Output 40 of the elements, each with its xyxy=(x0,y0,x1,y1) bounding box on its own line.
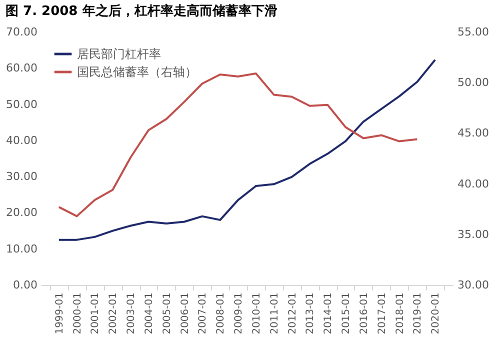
line-series xyxy=(58,58,436,241)
x-tick-label: 2007-01 xyxy=(198,292,209,334)
x-tick-label: 2009-01 xyxy=(234,292,245,334)
x-tick-label: 2018-01 xyxy=(394,292,406,334)
legend-label: 居民部门杠杆率 xyxy=(77,47,161,61)
x-tick-label: 2016-01 xyxy=(358,292,370,334)
y-tick-label: 10.00 xyxy=(6,242,38,256)
x-tick-label: 2014-01 xyxy=(323,292,334,334)
x-tick-label: 2011-01 xyxy=(269,292,280,334)
y-tick-label: 70.00 xyxy=(6,26,38,38)
x-tick-label: 2020-01 xyxy=(430,292,442,334)
x-tick-label: 2015-01 xyxy=(341,292,352,334)
x-tick-label: 2002-01 xyxy=(108,292,120,334)
y-tick-label: 30.00 xyxy=(6,170,38,184)
y2-tick-label: 30.00 xyxy=(458,278,489,292)
y2-tick-label: 40.00 xyxy=(458,177,489,190)
x-tick-label: 2006-01 xyxy=(180,292,191,334)
y2-tick-label: 35.00 xyxy=(458,228,489,241)
x-tick-label: 2000-01 xyxy=(72,292,84,334)
y2-tick-label: 50.00 xyxy=(458,76,489,90)
x-tick-label: 2001-01 xyxy=(90,292,102,334)
x-tick-label: 1999-01 xyxy=(54,292,66,334)
legend-label: 国民总储蓄率（右轴） xyxy=(77,65,197,79)
x-tick-label: 2017-01 xyxy=(376,292,388,334)
x-tick-label: 2005-01 xyxy=(162,292,173,334)
y2-tick-label: 55.00 xyxy=(458,26,489,38)
x-tick-label: 2010-01 xyxy=(251,292,262,334)
x-tick-label: 2008-01 xyxy=(216,292,227,334)
y-tick-label: 0.00 xyxy=(13,278,38,292)
x-tick-label: 2019-01 xyxy=(412,292,424,334)
x-tick-label: 2004-01 xyxy=(144,292,155,334)
y-tick-label: 40.00 xyxy=(6,134,38,147)
x-tick-label: 2012-01 xyxy=(287,292,298,334)
x-tick-label: 2013-01 xyxy=(305,292,316,334)
y-tick-label: 50.00 xyxy=(6,98,38,111)
y2-tick-label: 45.00 xyxy=(458,126,489,140)
y-tick-label: 20.00 xyxy=(6,206,38,220)
y-tick-label: 60.00 xyxy=(6,62,38,75)
x-tick-label: 2003-01 xyxy=(126,292,138,334)
chart-title: 图 7. 2008 年之后，杠杆率走高而储蓄率下滑 xyxy=(6,3,278,19)
